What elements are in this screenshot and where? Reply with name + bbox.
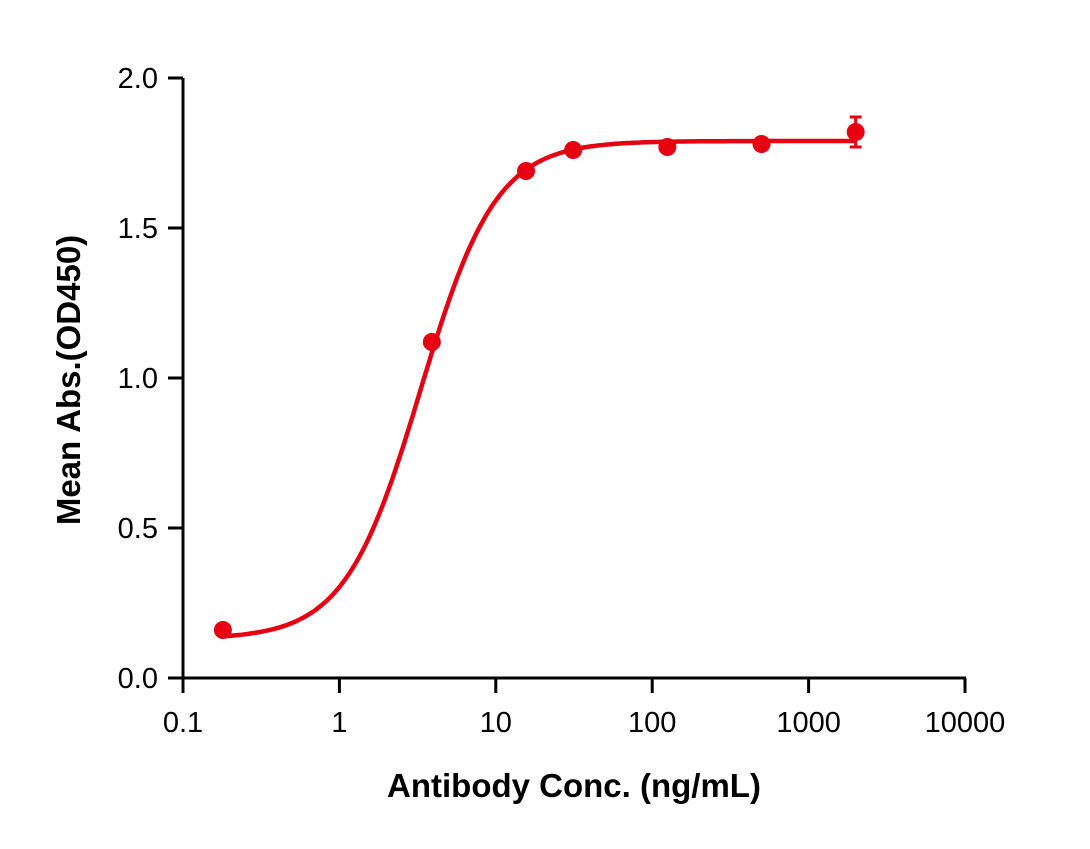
x-ticks: 0.1 1 10 100 1000 10000 — [163, 678, 1005, 739]
data-points — [213, 115, 865, 639]
x-tick-label: 1 — [331, 707, 347, 739]
y-ticks: 0.0 0.5 1.0 1.5 2.0 — [118, 63, 183, 695]
data-point — [422, 333, 441, 351]
x-axis-title: Antibody Conc. (ng/mL) — [387, 767, 761, 804]
y-tick-label: 0.5 — [118, 513, 158, 545]
y-axis-title: Mean Abs.(OD450) — [50, 235, 87, 525]
y-tick-label: 2.0 — [118, 63, 158, 95]
data-point — [752, 135, 771, 153]
y-tick-label: 1.5 — [118, 213, 158, 245]
data-point — [213, 621, 232, 639]
x-tick-label: 0.1 — [163, 707, 203, 739]
x-tick-label: 10 — [480, 707, 512, 739]
y-tick-label: 0.0 — [118, 663, 158, 695]
axes: 0.0 0.5 1.0 1.5 2.0 0.1 1 10 100 1000 10000 — [118, 63, 1006, 739]
data-point — [517, 162, 536, 180]
x-tick-label: 1000 — [776, 707, 841, 739]
x-tick-label: 10000 — [925, 707, 1006, 739]
x-tick-label: 100 — [628, 707, 676, 739]
y-tick-label: 1.0 — [118, 363, 158, 395]
data-point — [564, 141, 583, 159]
data-point — [658, 138, 677, 156]
data-point — [846, 123, 865, 141]
fit-curve — [222, 138, 856, 639]
